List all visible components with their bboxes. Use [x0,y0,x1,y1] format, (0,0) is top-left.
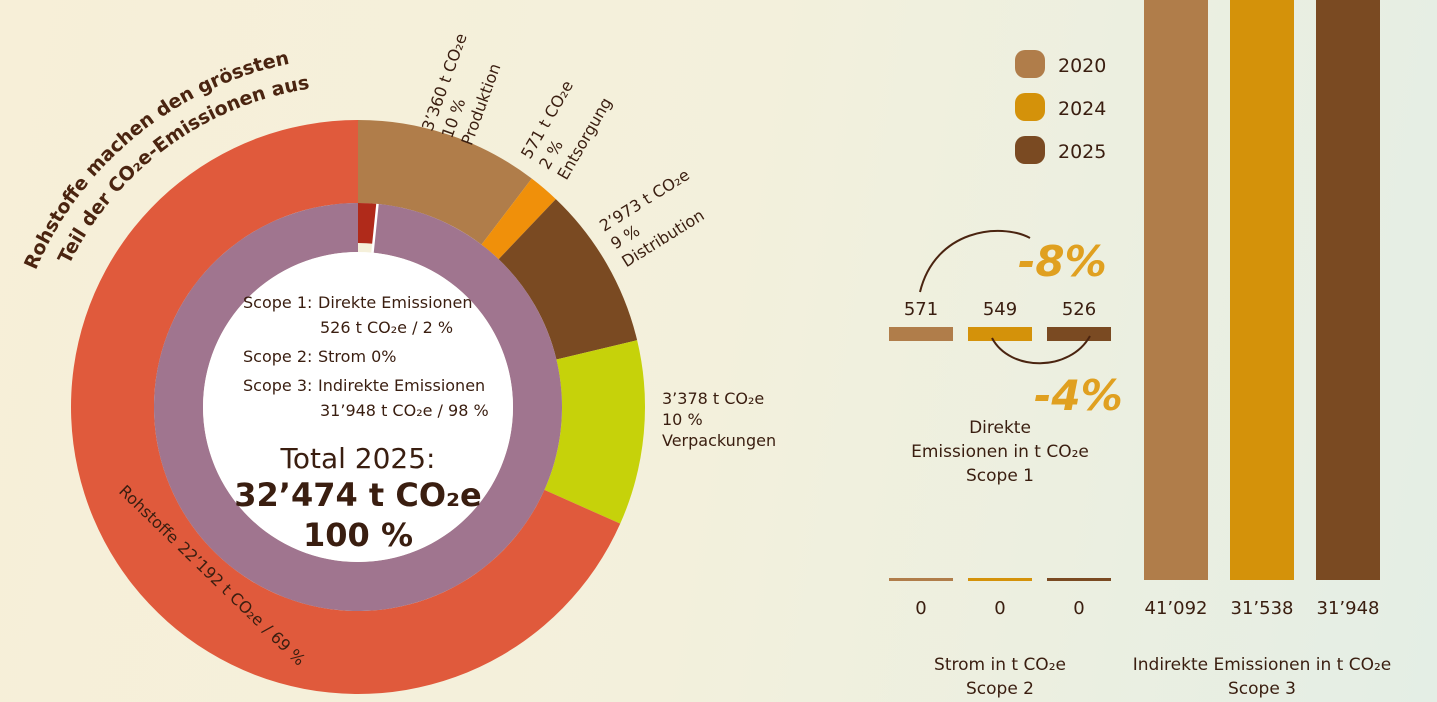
annotation: -8% [1018,237,1107,286]
value-label: 31’948 [1317,598,1380,619]
bar [1316,0,1380,580]
group-label: Direkte [969,418,1031,438]
scope-name: Scope 3: [243,376,312,395]
value-label: 571 [904,299,938,320]
group-label: Scope 1 [966,466,1034,486]
value-label: 41’092 [1145,598,1208,619]
legend-label: 2020 [1058,55,1106,77]
total-label: Total 2025: [280,442,436,475]
scope-description: Strom 0% [318,347,397,366]
scope-description: Indirekte Emissionen [318,376,485,395]
scope-name: Scope 1: [243,293,312,312]
segment-label-line: Verpackungen [662,431,776,450]
scope-description: Direkte Emissionen [318,293,472,312]
legend-label: 2024 [1058,98,1106,120]
total-percent: 100 % [303,516,413,554]
legend-swatch [1015,136,1045,164]
total-value: 32’474 t CO₂e [234,476,481,514]
value-label: 526 [1062,299,1096,320]
outer-segment [358,120,532,245]
outer-segment [71,120,621,694]
center-disc [203,252,513,562]
bar [968,327,1032,341]
annotation: -4% [1034,371,1123,420]
legend-label: 2025 [1058,141,1106,163]
group-label: Indirekte Emissionen in t CO₂e [1133,655,1392,675]
bar [1047,578,1111,581]
bar [1047,327,1111,341]
value-label: 549 [983,299,1017,320]
segment-label-line: 3’378 t CO₂e [662,389,764,408]
outer-segment [481,178,556,260]
bar [1144,0,1208,580]
segment-label: 3’378 t CO₂e 10 % Verpackungen [662,389,776,450]
scope-value: 31’948 t CO₂e / 98 % [320,401,489,420]
outer-segment [544,340,645,524]
bar [1230,0,1294,580]
value-label: 0 [915,598,926,619]
annotation-arc [919,229,1031,293]
bar [889,578,953,581]
segment-label-line: 10 % [662,410,703,429]
bar [968,578,1032,581]
annotation-arc [991,335,1091,365]
outer-segment [498,199,638,360]
group-label: Strom in t CO₂e [934,655,1066,675]
group-label: Scope 3 [1228,679,1296,699]
value-label: 31’538 [1231,598,1294,619]
legend-swatch [1015,50,1045,78]
scope-name: Scope 2: [243,347,312,366]
value-label: 0 [1073,598,1084,619]
value-label: 0 [994,598,1005,619]
scope-value: 526 t CO₂e / 2 % [320,318,453,337]
group-label: Scope 2 [966,679,1034,699]
bar [889,327,953,341]
legend-swatch [1015,93,1045,121]
group-label: Emissionen in t CO₂e [911,442,1089,462]
